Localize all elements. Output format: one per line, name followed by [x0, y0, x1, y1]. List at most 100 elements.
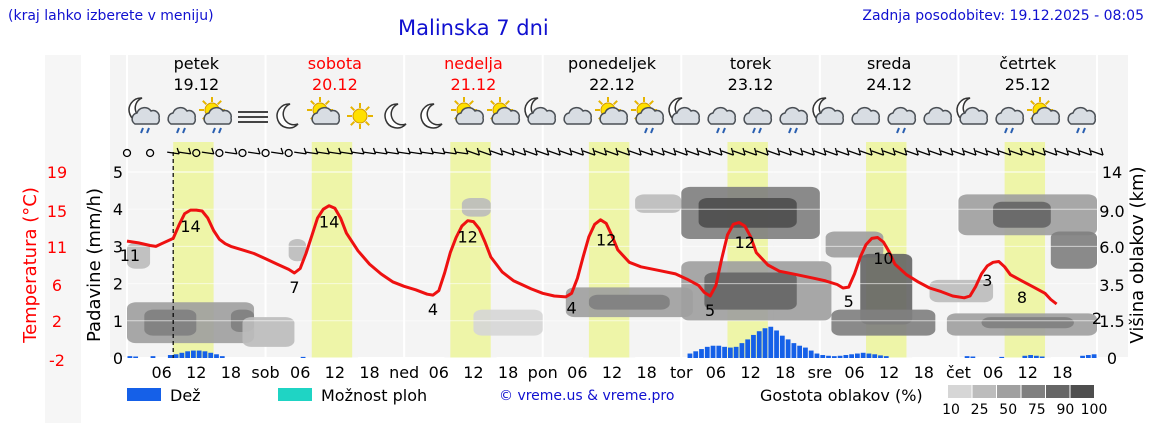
rain-bar-3 — [167, 355, 173, 358]
cloud-density-swatch-5 — [1070, 385, 1094, 398]
rain-bar-12 — [219, 356, 225, 358]
temperature-label-2: 7 — [289, 278, 299, 297]
wind-barb-146 — [963, 150, 977, 156]
wind-barb-86 — [617, 150, 630, 156]
cloud-density-swatch-1 — [972, 385, 996, 398]
wind-barb-84 — [605, 150, 619, 156]
temperature-label-0: 11 — [120, 246, 140, 265]
left-panel — [45, 55, 81, 423]
cloud-blob-16 — [860, 253, 913, 325]
day-headers: petek 19.12 sobota 20.12 nedelja 21.12 ponedel… — [173, 54, 1057, 94]
cloud-density-swatch-3 — [1021, 385, 1045, 398]
day-name-4: torek — [730, 54, 772, 73]
page-title: Malinska 7 dni — [398, 16, 549, 40]
cloud-height-tick-5: 14 — [1102, 163, 1122, 182]
moon-icon-3 — [420, 103, 443, 129]
x-tick-label-5: 12 — [325, 363, 345, 382]
cloud-rain-icon-6 — [995, 107, 1025, 134]
wind-barb-82 — [594, 150, 607, 156]
wind-barb-54 — [432, 151, 445, 155]
wind-barb-118 — [802, 150, 815, 156]
cloud-rain-icon-3 — [743, 107, 773, 134]
x-tick-label-2: 18 — [221, 363, 241, 382]
wind-barb-60 — [467, 150, 480, 156]
wind-barb-142 — [940, 150, 954, 156]
rain-bar-6 — [185, 351, 191, 358]
x-tick-label-10: 18 — [498, 363, 518, 382]
rain-bar-31 — [785, 339, 791, 358]
rain-bar-46 — [872, 354, 878, 358]
wind-barb-40 — [351, 151, 365, 155]
cloud-density-title: Gostota oblakov (%) — [760, 386, 923, 405]
wind-barb-108 — [744, 150, 757, 156]
credit-link[interactable]: © vreme.us & vreme.pro — [499, 388, 675, 404]
cloud-icon-2 — [851, 107, 881, 125]
wind-barb-68 — [513, 150, 526, 156]
cloud-icon-3 — [923, 107, 953, 125]
temperature-label-13: 8 — [1017, 288, 1027, 307]
wind-barb-66 — [501, 150, 515, 156]
wind-barb-90 — [640, 150, 653, 156]
x-tick-label-4: 06 — [290, 363, 310, 382]
precip-tick-3: 3 — [113, 237, 123, 256]
sun-cloud-icon — [307, 97, 341, 125]
wind-barb-152 — [998, 150, 1011, 156]
wind-barb-110 — [755, 150, 769, 156]
cloud-density-level-3: 75 — [1028, 402, 1046, 418]
legend-swatch-1 — [278, 388, 312, 401]
cloud-blob-7 — [473, 309, 543, 336]
wind-barb-122 — [825, 150, 838, 156]
cloud-density-legend: Gostota oblakov (%) 10 25 50 75 90 100 — [760, 385, 1107, 418]
wind-barb-96 — [675, 150, 688, 156]
daylight-band-1 — [311, 142, 353, 358]
day-date-6: 25.12 — [1005, 75, 1051, 94]
temperature-label-4: 4 — [428, 300, 438, 319]
cloud-rain-icon-2 — [707, 107, 737, 134]
day-date-2: 21.12 — [451, 75, 497, 94]
wind-barb-32 — [305, 151, 318, 155]
location-menu-hint[interactable]: (kraj lahko izberete v meniju) — [8, 8, 214, 24]
wind-barb-88 — [628, 150, 642, 156]
cloud-density-swatch-0 — [948, 385, 972, 398]
rain-bar-28 — [768, 326, 774, 358]
sun-cloud-rain-icon — [199, 97, 233, 134]
rain-bar-45 — [866, 353, 872, 358]
precip-tick-0: 0 — [113, 349, 123, 368]
rain-bar-37 — [820, 355, 826, 358]
rain-bar-21 — [727, 347, 733, 358]
wind-barb-154 — [1009, 150, 1023, 156]
moon-cloud-icon — [524, 97, 557, 125]
rain-bar-24 — [745, 339, 751, 358]
wind-barb-44 — [374, 151, 388, 155]
rain-bar-23 — [739, 343, 745, 358]
x-tick-label-9: 12 — [463, 363, 483, 382]
moon-cloud-icon-2 — [668, 97, 701, 125]
wind-barb-62 — [478, 150, 492, 156]
rain-bar-36 — [814, 353, 820, 358]
wind-barb-160 — [1044, 150, 1058, 156]
daylight-band-3 — [588, 142, 630, 358]
x-tick-label-14: 18 — [636, 363, 656, 382]
day-name-6: četrtek — [999, 54, 1057, 73]
temperature-label-12: 3 — [982, 271, 992, 290]
wind-barb-166 — [1079, 150, 1092, 156]
x-tick-label-11: pon — [528, 363, 558, 382]
wind-barb-26 — [271, 151, 284, 155]
wind-barb-94 — [663, 150, 676, 156]
rain-bar-51 — [999, 356, 1005, 358]
wind-barb-132 — [882, 150, 896, 156]
cloud-height-tick-0: 0 — [1107, 349, 1117, 368]
rain-bar-39 — [831, 356, 837, 358]
cloud-blob-23 — [1050, 231, 1097, 269]
wind-barb-168 — [1090, 150, 1104, 156]
x-tick-label-8: 06 — [429, 363, 449, 382]
wind-barb-46 — [386, 151, 399, 155]
cloud-blob-4 — [242, 317, 295, 347]
rain-bar-44 — [860, 352, 866, 358]
temperature-label-9: 12 — [735, 233, 755, 252]
wind-barb-116 — [790, 150, 803, 156]
wind-barb-10 — [178, 151, 191, 155]
wind-barb-42 — [363, 151, 376, 155]
cloud-icon — [563, 107, 593, 125]
